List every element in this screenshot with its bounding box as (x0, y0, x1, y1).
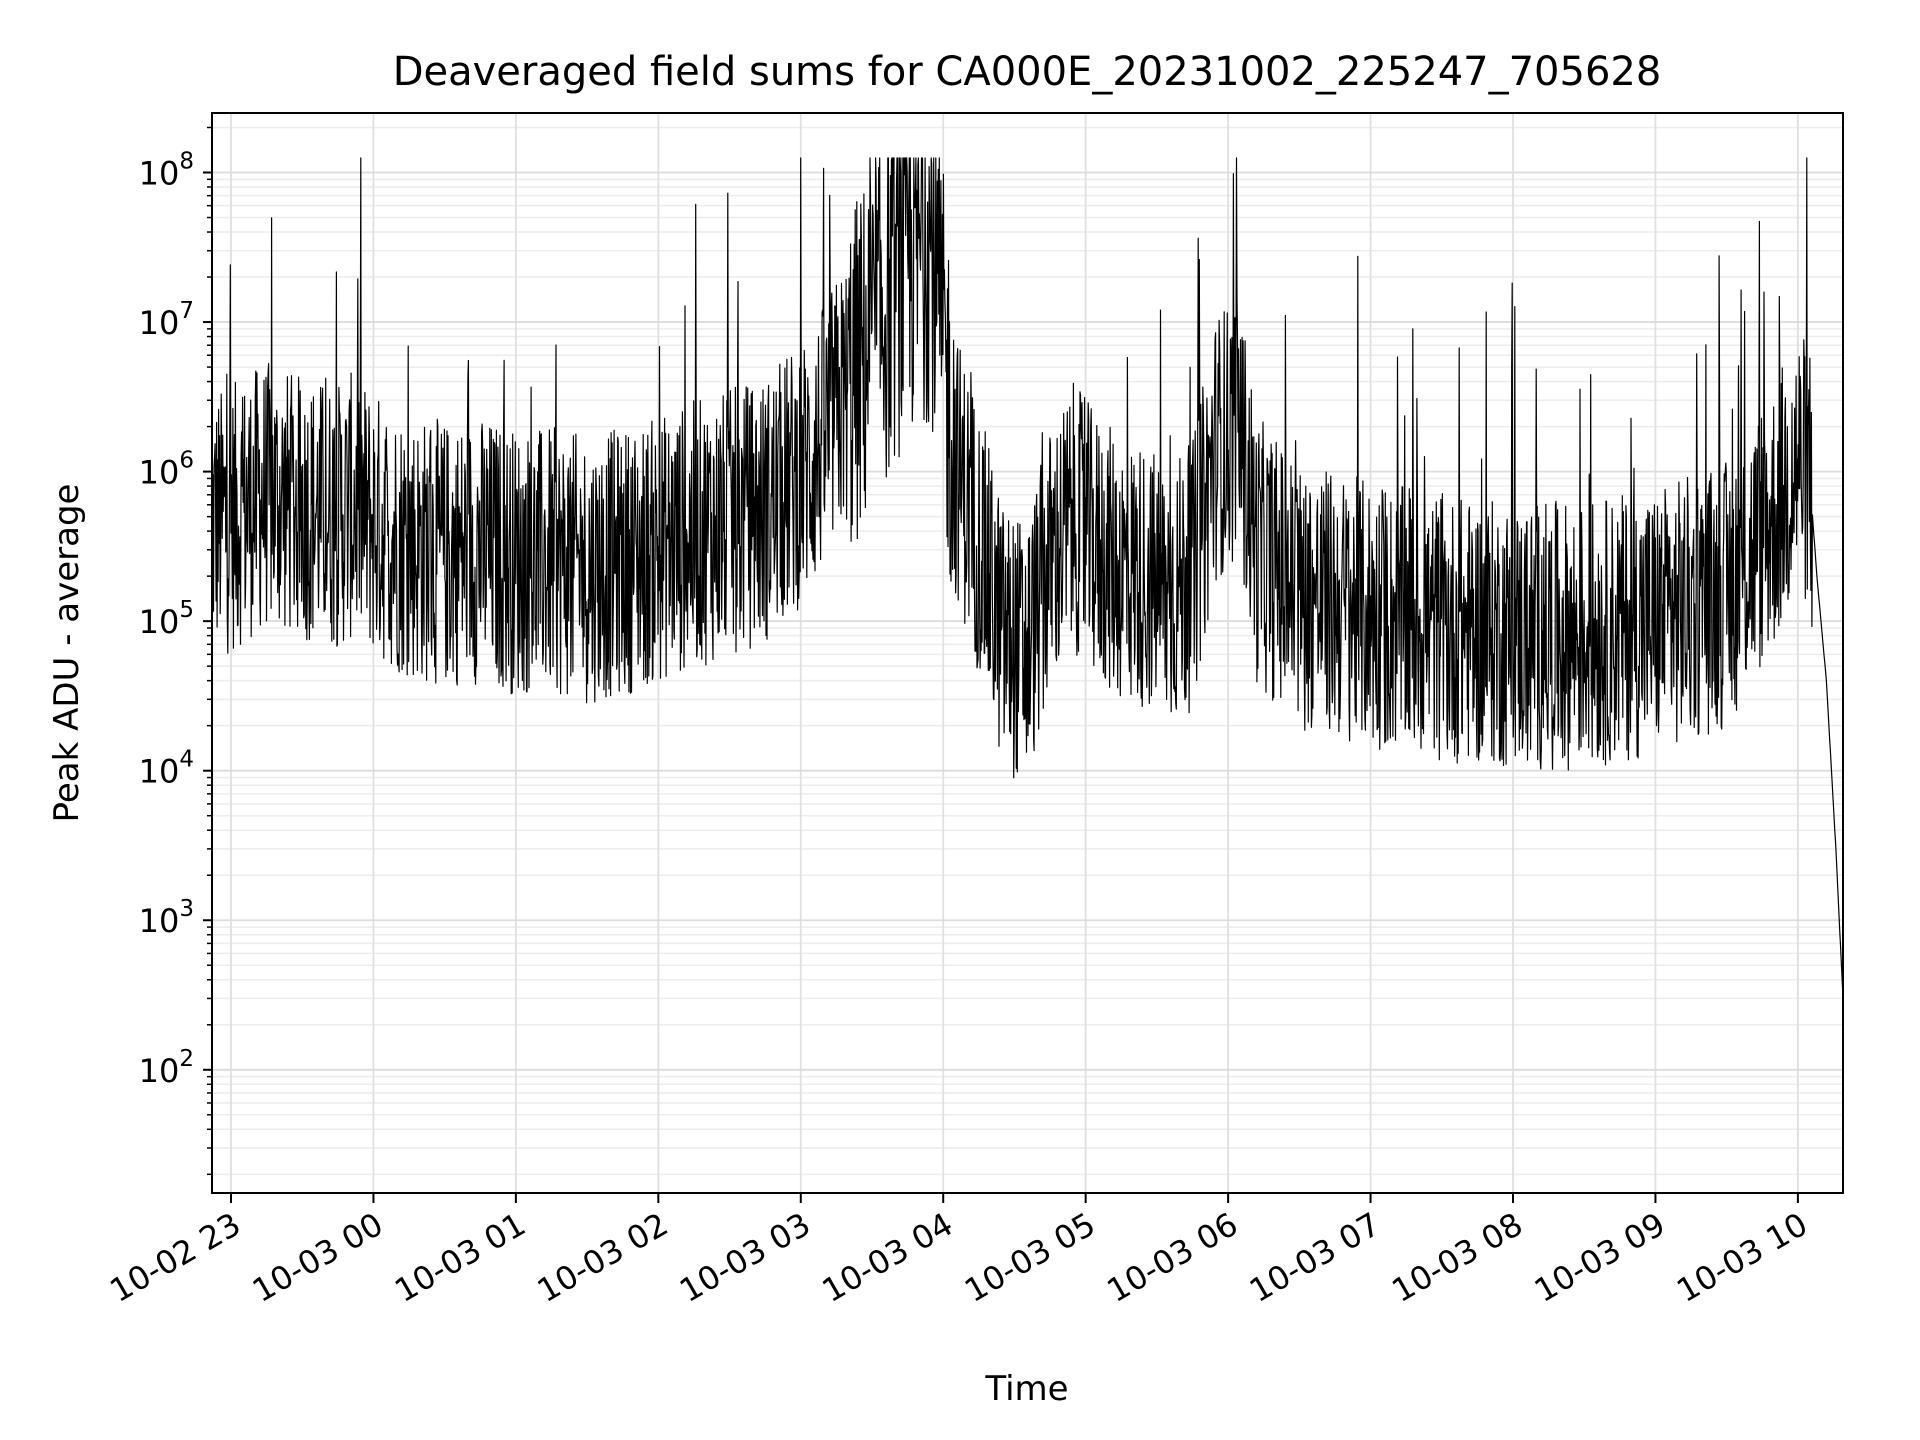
y-tick-label: 103 (139, 896, 194, 940)
x-tick-label: 10-03 04 (816, 1205, 960, 1310)
y-tick-label: 104 (139, 747, 194, 791)
x-tick-label: 10-03 01 (388, 1205, 532, 1310)
y-axis-ticks: 102 103 104 105 106 107 108 (139, 126, 212, 1176)
x-tick-label: 10-03 07 (1243, 1205, 1387, 1310)
series-line-layer (211, 157, 1844, 999)
x-tick-label: 10-02 23 (103, 1205, 247, 1310)
x-tick-label: 10-03 08 (1385, 1205, 1529, 1310)
series-line (211, 157, 1844, 999)
grid (212, 113, 1843, 1193)
x-tick-label: 10-03 10 (1670, 1205, 1814, 1310)
y-tick-label: 108 (139, 149, 194, 193)
x-tick-label: 10-03 09 (1528, 1205, 1672, 1310)
x-tick-label: 10-03 03 (673, 1205, 817, 1310)
plot-frame (211, 112, 1844, 1194)
y-tick-label: 102 (139, 1046, 194, 1090)
x-axis-label: Time (984, 1369, 1068, 1409)
y-axis-label: Peak ADU - average (47, 484, 87, 823)
chart-title: Deaveraged field sums for CA000E_2023100… (393, 49, 1662, 95)
y-tick-label: 107 (139, 298, 194, 342)
y-tick-label: 105 (139, 597, 194, 641)
x-tick-label: 10-03 05 (958, 1205, 1102, 1310)
y-tick-label: 106 (139, 448, 194, 492)
x-tick-label: 10-03 00 (246, 1205, 390, 1310)
x-tick-label: 10-03 06 (1101, 1205, 1245, 1310)
x-tick-label: 10-03 02 (531, 1205, 675, 1310)
